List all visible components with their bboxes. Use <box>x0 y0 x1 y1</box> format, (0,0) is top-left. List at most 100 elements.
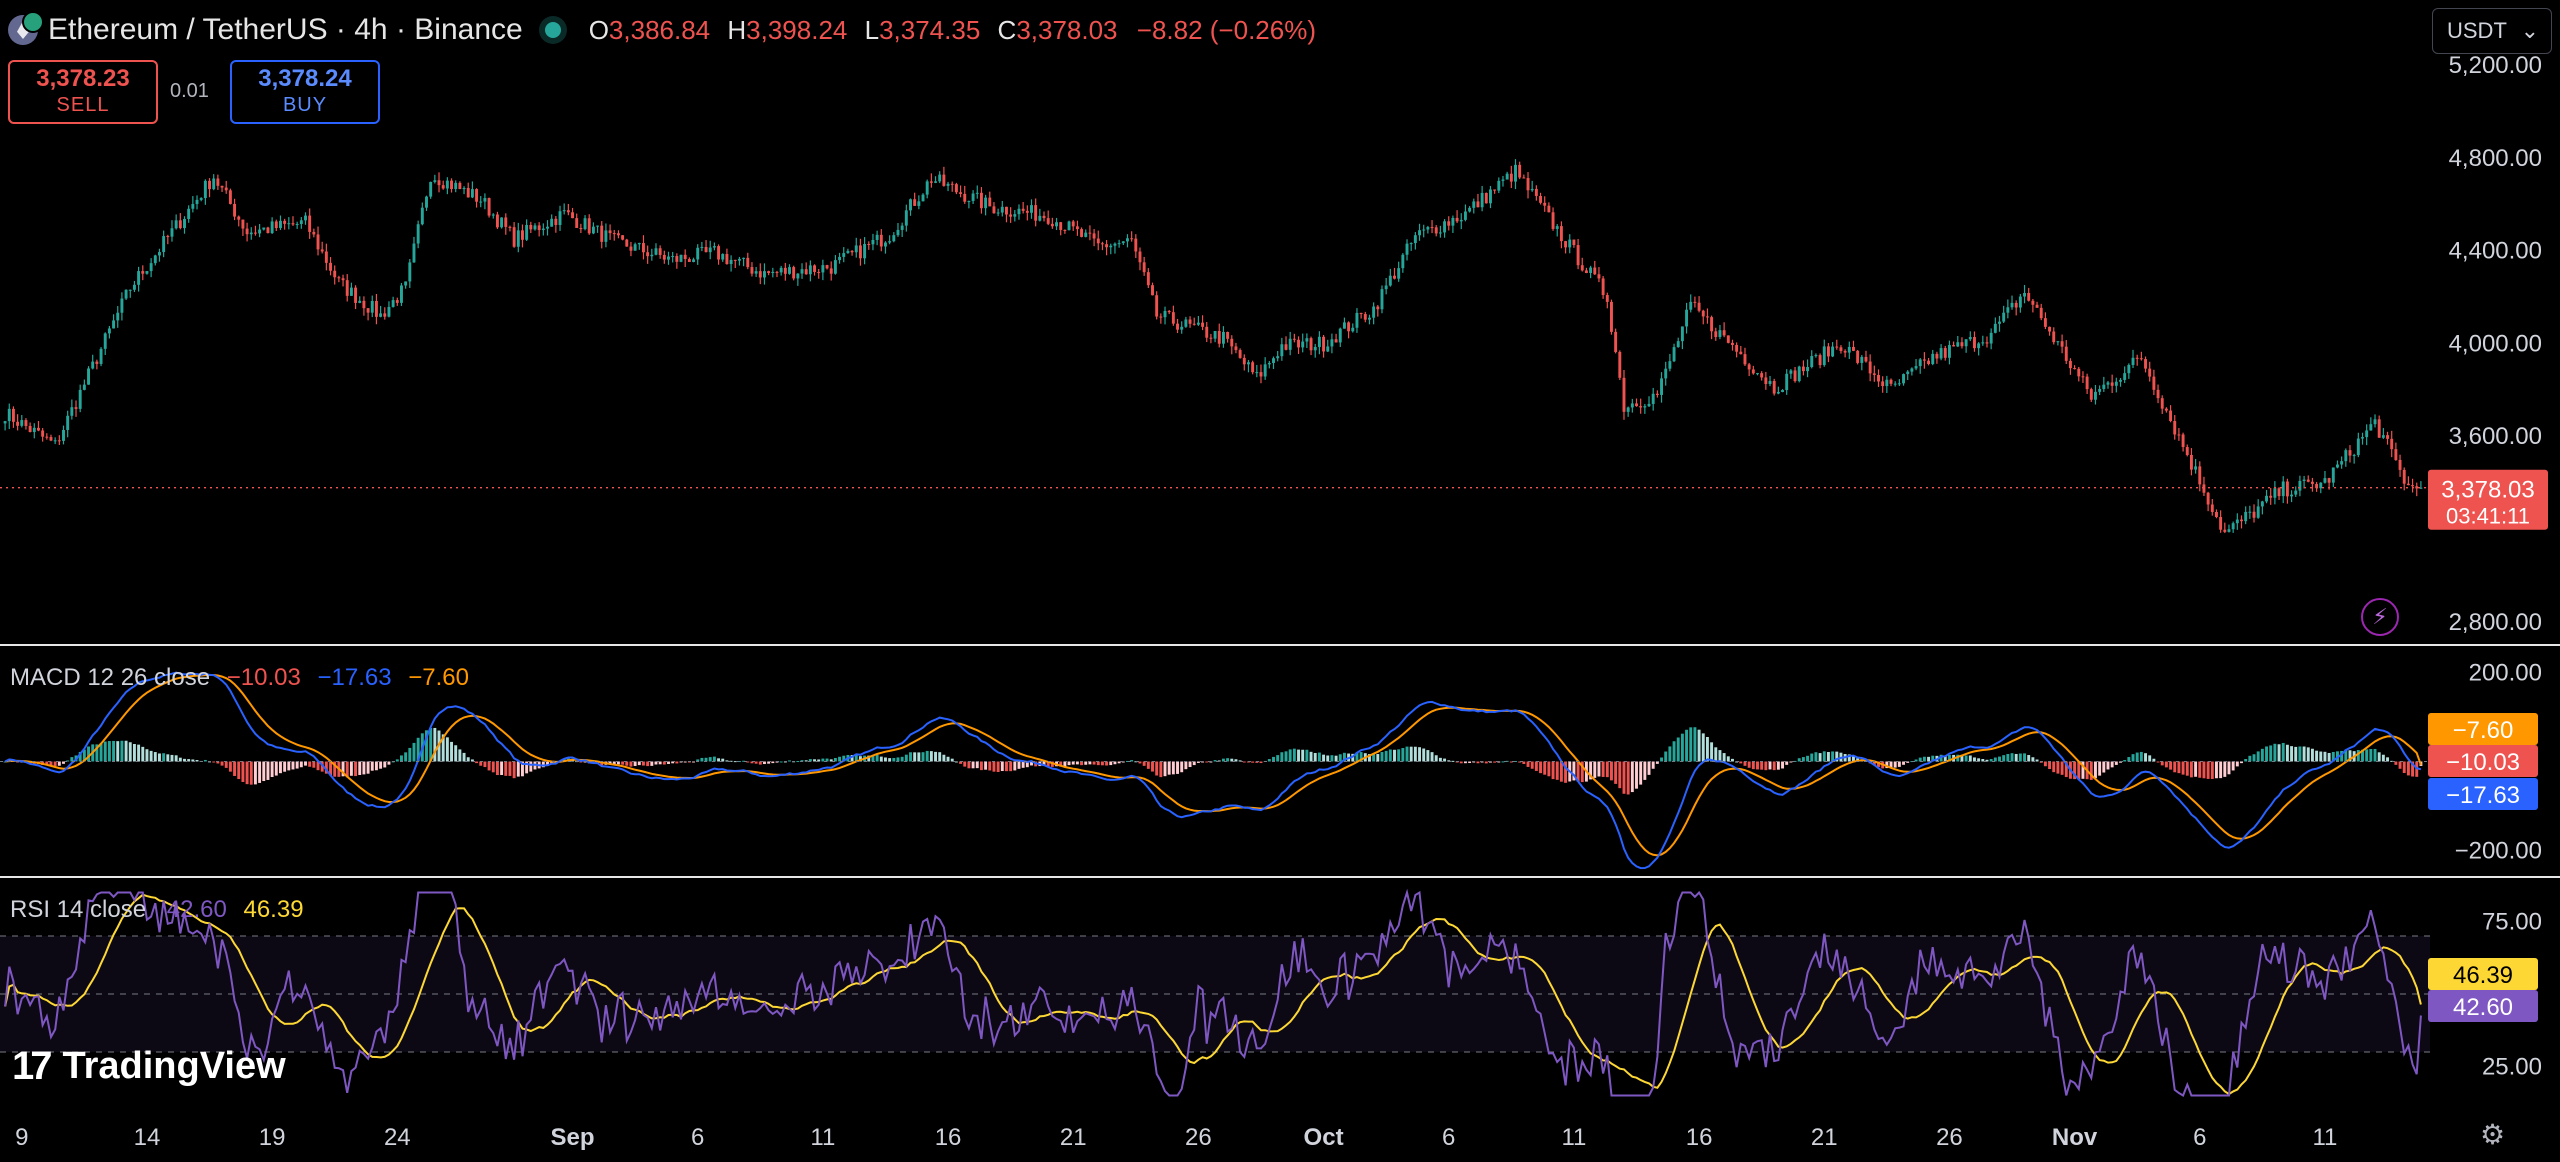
macd-histogram-bar <box>1797 758 1801 762</box>
currency-select[interactable]: USDT ⌄ <box>2432 8 2552 54</box>
candle <box>216 174 220 190</box>
candle <box>1785 369 1789 395</box>
time-axis[interactable]: 9 14 19 24 Sep 6 11 16 21 26 Oct 6 11 16 21 26 Nov 6 11 <box>15 1124 2337 1151</box>
macd-histogram-bar <box>909 752 912 762</box>
price-axis[interactable]: 3,378.0303:41:115,200.004,800.004,400.00… <box>2428 52 2548 1081</box>
candle-body <box>1121 241 1125 244</box>
candle <box>2194 458 2198 474</box>
candle <box>2340 456 2344 469</box>
candle <box>1618 350 1622 381</box>
candle <box>867 241 871 250</box>
candle-body <box>2327 478 2331 483</box>
candle <box>2215 509 2218 519</box>
macd-histogram-bar <box>1297 749 1300 762</box>
candle <box>1676 337 1680 348</box>
tradingview-logo[interactable]: 17 TradingView <box>12 1044 286 1088</box>
macd-histogram-bar <box>754 761 758 764</box>
price-pane[interactable] <box>0 159 2560 646</box>
candle-body <box>1297 339 1300 348</box>
macd-histogram-bar <box>287 761 291 771</box>
symbol-title[interactable]: Ethereum / TetherUS · 4h · Binance <box>48 13 523 46</box>
candle <box>838 252 842 264</box>
macd-histogram-bar <box>1372 753 1376 762</box>
candle <box>1184 316 1188 328</box>
macd-pane[interactable] <box>0 671 2560 878</box>
macd-histogram-bar <box>984 761 988 770</box>
candle <box>1822 339 1826 367</box>
macd-histogram-bar <box>1042 761 1046 766</box>
candle <box>1956 335 1960 348</box>
candle-body <box>817 271 821 273</box>
macd-histogram-bar <box>1184 761 1188 770</box>
candle-body <box>404 281 408 286</box>
macd-histogram-bar <box>291 761 295 770</box>
candle-body <box>66 415 70 430</box>
macd-histogram-bar <box>1760 761 1764 770</box>
macd-histogram-bar <box>1226 758 1230 762</box>
candle <box>938 171 942 184</box>
candle <box>2010 295 2014 310</box>
candle <box>49 434 53 442</box>
macd-histogram-bar <box>637 761 641 766</box>
candle <box>1151 282 1154 296</box>
candle-body <box>1814 355 1818 357</box>
macd-histogram-bar <box>1013 761 1017 771</box>
candle <box>1297 336 1300 354</box>
candle <box>909 198 912 216</box>
candle <box>1839 345 1843 354</box>
candle <box>2411 478 2415 493</box>
candle <box>650 248 654 261</box>
settings-gear-icon[interactable]: ⚙ <box>2480 1119 2506 1150</box>
macd-histogram-bar <box>49 761 53 766</box>
rsi-legend[interactable]: RSI 14 close 42.60 46.39 <box>10 896 304 923</box>
time-tick-label: 9 <box>15 1124 28 1151</box>
candle <box>562 203 566 215</box>
candle-body <box>700 246 704 248</box>
macd-histogram-bar <box>1217 760 1221 762</box>
candle <box>1455 210 1459 224</box>
candle <box>1572 239 1576 248</box>
macd-histogram-bar <box>1092 761 1096 765</box>
candle <box>754 266 758 278</box>
macd-histogram-bar <box>1080 761 1084 766</box>
candle-body <box>808 265 812 275</box>
candle-body <box>909 199 912 211</box>
candle <box>2336 460 2339 469</box>
macd-histogram-bar <box>349 761 353 776</box>
candle-body <box>1530 188 1534 191</box>
macd-histogram-bar <box>979 761 983 771</box>
buy-button[interactable]: 3,378.24 BUY <box>230 60 380 124</box>
symbol-header[interactable]: Ethereum / TetherUS · 4h · Binance O3,38… <box>8 10 1316 50</box>
candle <box>2406 476 2410 486</box>
lightning-icon[interactable]: ⚡ <box>2361 598 2399 636</box>
candle <box>1547 202 1551 213</box>
candle-body <box>984 197 988 209</box>
candle <box>1852 340 1855 352</box>
candle-body <box>1038 215 1042 221</box>
macd-histogram-bar <box>850 755 854 762</box>
macd-histogram-bar <box>450 741 453 762</box>
candle <box>395 297 399 306</box>
candle <box>1989 328 1993 350</box>
candle-body <box>103 333 107 349</box>
candle-body <box>1084 232 1088 237</box>
candle-body <box>1985 342 1989 344</box>
sell-button[interactable]: 3,378.23 SELL <box>8 60 158 124</box>
candle-body <box>1893 383 1897 385</box>
macd-legend[interactable]: MACD 12 26 close −10.03 −17.63 −7.60 <box>10 664 469 691</box>
candle-body <box>345 280 349 296</box>
candle <box>829 261 833 281</box>
candle <box>366 308 370 321</box>
candle-body <box>362 300 366 309</box>
macd-histogram-bar <box>1647 761 1651 775</box>
candle <box>642 235 645 260</box>
time-tick-label: 6 <box>2193 1124 2206 1151</box>
rsi-pane[interactable] <box>0 888 2430 1097</box>
candle-body <box>1159 316 1163 318</box>
candle-body <box>508 226 512 228</box>
candle <box>374 293 378 325</box>
macd-histogram-bar <box>2377 752 2381 762</box>
candle <box>391 296 395 308</box>
macd-histogram-bar <box>124 740 128 762</box>
